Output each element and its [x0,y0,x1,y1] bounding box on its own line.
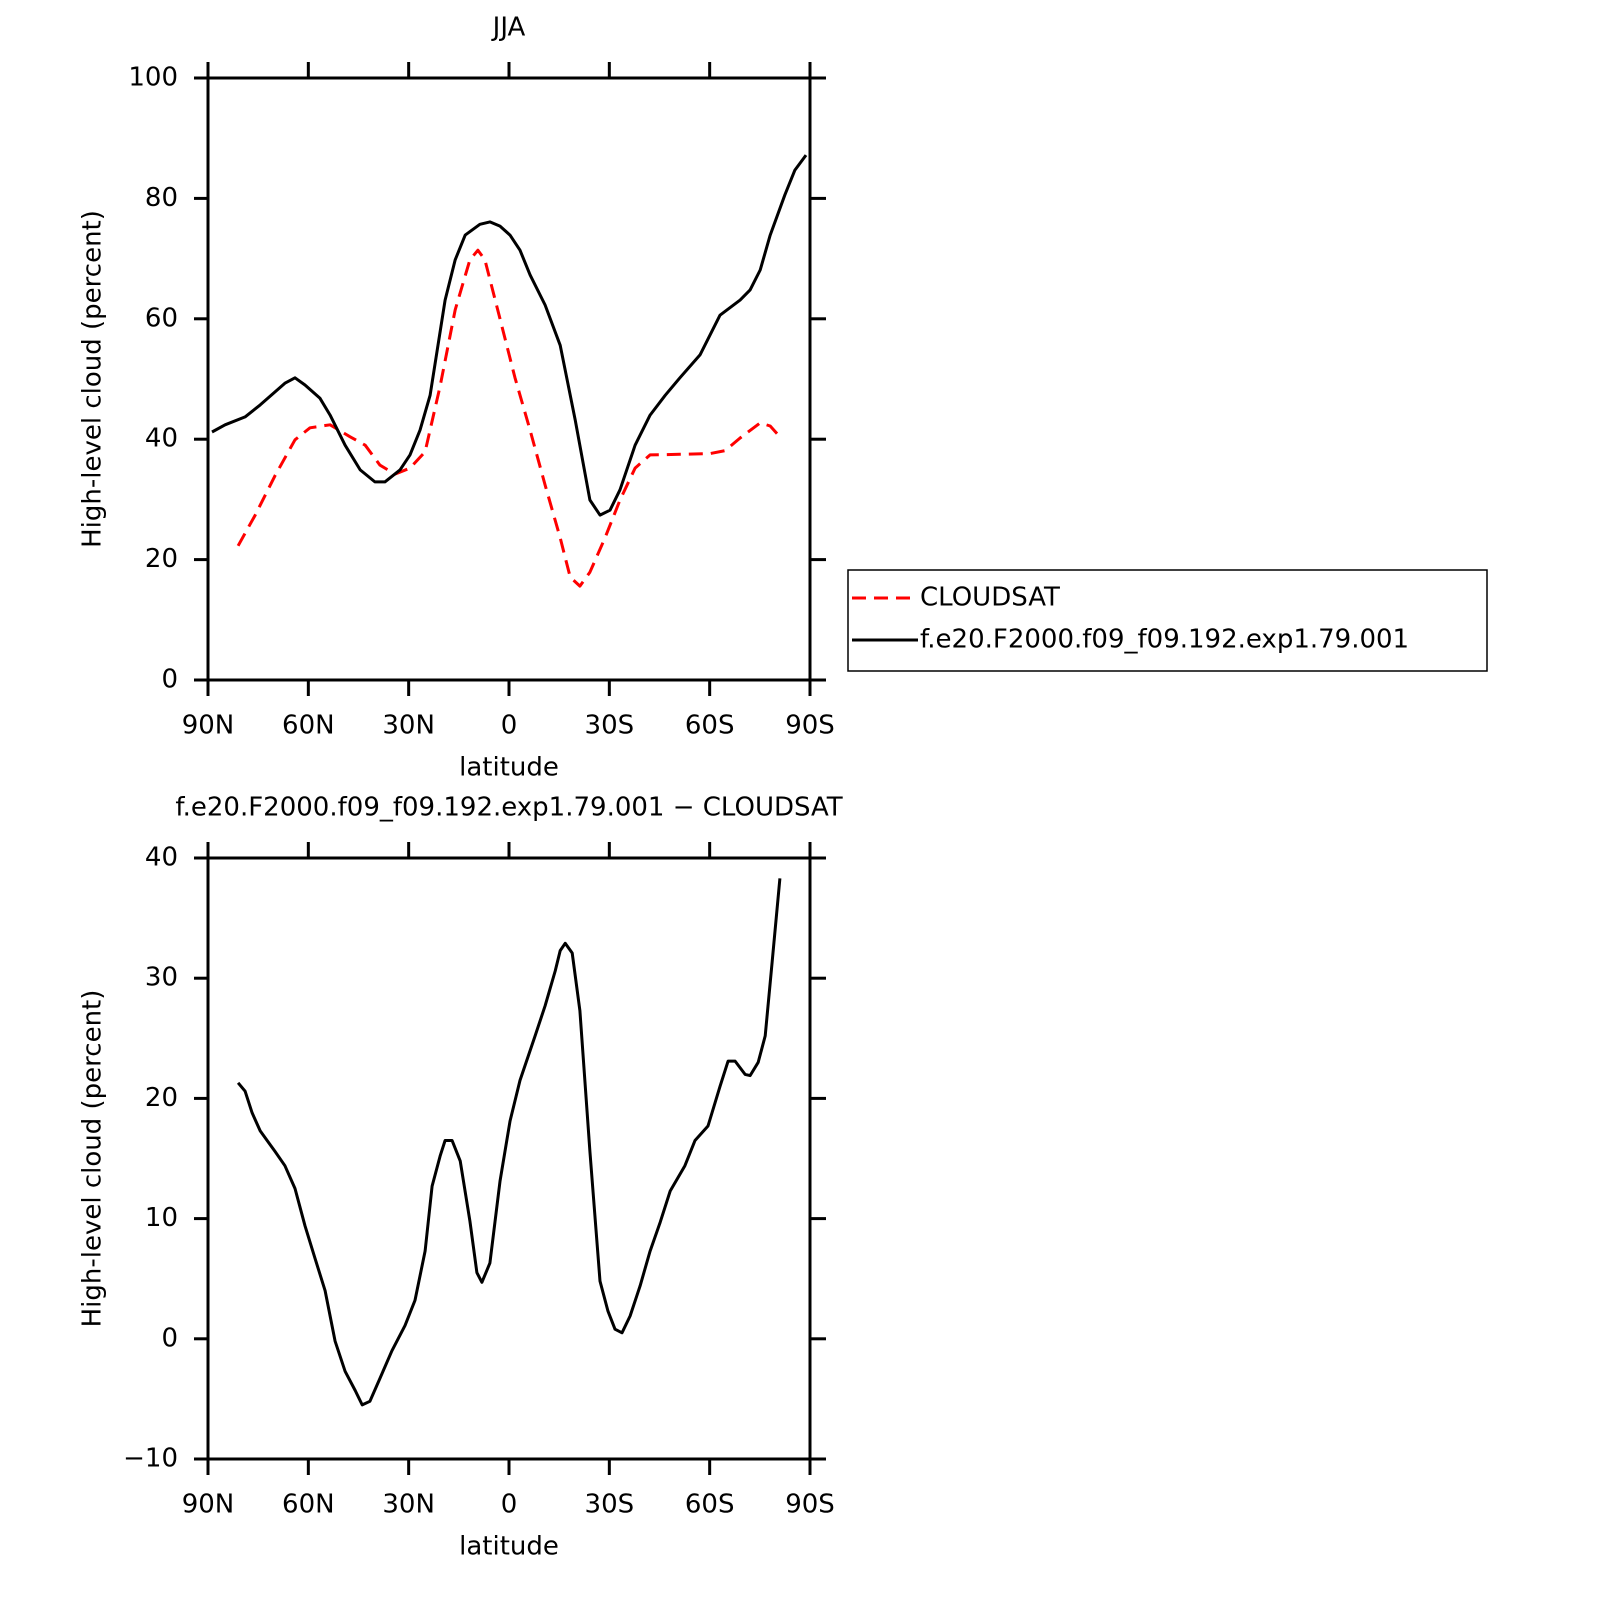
y-tick-label: 20 [145,544,178,574]
chart-title: JJA [491,13,526,43]
x-axis-label: latitude [459,1532,559,1562]
y-tick-label: 30 [145,963,178,993]
x-tick-label: 60N [282,711,335,741]
x-tick-label: 30N [382,711,435,741]
y-axis-label: High-level cloud (percent) [78,990,108,1328]
y-axis-label: High-level cloud (percent) [78,210,108,548]
x-tick-label: 30N [382,1490,435,1520]
data-line [211,154,808,517]
x-tick-label: 60S [685,711,735,741]
x-tick-label: 30S [585,1490,635,1520]
x-tick-label: 60N [282,1490,335,1520]
y-tick-label: 40 [145,424,178,454]
y-tick-label: 100 [128,63,178,93]
x-tick-label: 90S [785,711,835,741]
y-tick-label: −10 [123,1444,178,1474]
legend-label: CLOUDSAT [920,583,1060,613]
legend-label: f.e20.F2000.f09_f09.192.exp1.79.001 [920,625,1409,655]
y-tick-label: 10 [145,1203,178,1233]
data-line [236,878,782,1407]
x-tick-label: 60S [685,1490,735,1520]
x-tick-label: 0 [501,711,518,741]
x-tick-label: 90S [785,1490,835,1520]
chart-title: f.e20.F2000.f09_f09.192.exp1.79.001 − CL… [175,793,842,823]
x-tick-label: 90N [182,711,235,741]
x-tick-label: 30S [585,711,635,741]
plot-frame [206,856,812,1461]
x-tick-label: 0 [501,1490,518,1520]
x-tick-label: 90N [182,1490,235,1520]
y-tick-label: 60 [145,303,178,333]
y-tick-label: 80 [145,183,178,213]
x-axis-label: latitude [459,753,559,783]
y-tick-label: 0 [161,665,178,695]
data-line [236,248,782,588]
plot-frame [206,76,812,682]
y-tick-label: 0 [161,1323,178,1353]
y-tick-label: 20 [145,1083,178,1113]
y-tick-label: 40 [145,843,178,873]
legend-box [847,569,1488,672]
